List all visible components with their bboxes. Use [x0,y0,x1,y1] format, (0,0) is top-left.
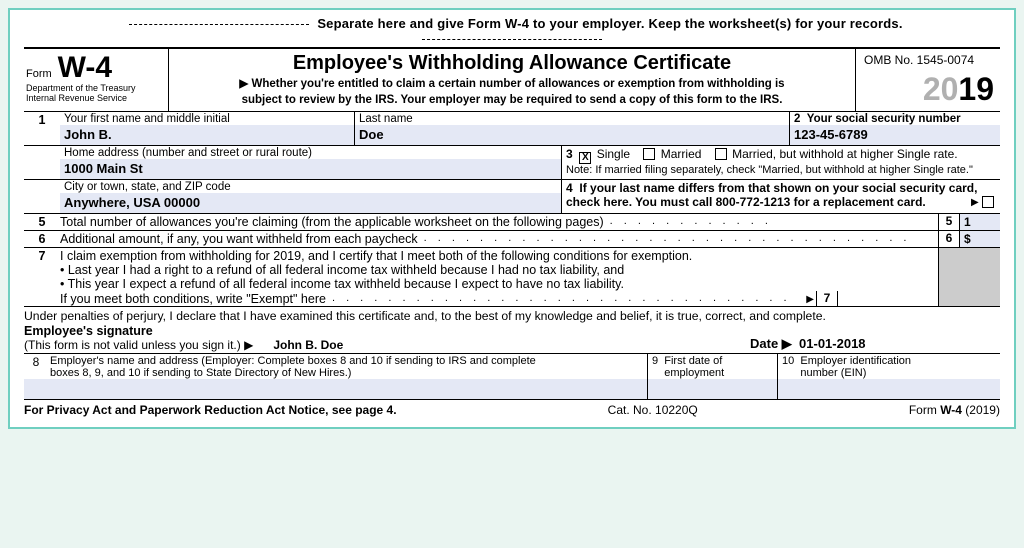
line-7-num: 7 [24,248,60,291]
row-8-9-10: 8 Employer's name and address (Employer:… [24,354,1000,379]
line-8-text-1: Employer's name and address (Employer: C… [50,355,643,367]
signature-row: Employee's signature (This form is not v… [24,324,1000,354]
line-10-text-2: number (EIN) [800,367,866,379]
dept-2: Internal Revenue Service [26,93,164,103]
line-7-d: If you meet both conditions, write "Exem… [60,292,326,306]
row-city-4: City or town, state, and ZIP code Anywhe… [24,180,1000,214]
omb-number: OMB No. 1545-0074 [864,53,998,67]
date-value[interactable]: 01-01-2018 [799,336,866,351]
triangle-icon: ▶ [971,197,979,208]
row-8-9-10-fill [24,379,1000,399]
header-left: Form W-4 Department of the Treasury Inte… [24,49,169,111]
form-year: 2019 [864,73,998,105]
ein-value[interactable] [778,379,1000,399]
line-3-cell: 3 X Single Married Married, but withhold… [562,146,1000,180]
line-9-text-1: First date of [664,355,722,367]
line-2-num: 2 [794,113,800,125]
signature-label: Employee's signature [24,324,584,338]
line-9-num: 9 [652,355,658,367]
penalty-statement: Under penalties of perjury, I declare th… [24,307,1000,324]
row-7d: If you meet both conditions, write "Exem… [24,291,1000,307]
employer-value[interactable] [24,379,647,399]
signature-value[interactable]: John B. Doe [273,338,343,352]
row-addr-3: Home address (number and street or rural… [24,146,1000,180]
line-9-text-2: employment [664,367,724,379]
line-4-text-b: check here. You must call 800-772-1213 f… [566,195,971,209]
footer-left: For Privacy Act and Paperwork Reduction … [24,403,397,417]
last-name-value[interactable]: Doe [355,125,789,145]
form-title: Employee's Withholding Allowance Certifi… [177,52,847,75]
line-7-c: • This year I expect a refund of all fed… [60,277,938,291]
address-label: Home address (number and street or rural… [60,146,561,159]
city-label: City or town, state, and ZIP code [60,180,561,193]
first-name-label: Your first name and middle initial [60,112,354,125]
single-checkbox[interactable]: X [579,152,591,164]
line-7-value[interactable] [838,291,938,306]
header-center: Employee's Withholding Allowance Certifi… [169,49,855,111]
subtitle-1: ▶ Whether you're entitled to claim a cer… [177,77,847,93]
w4-form: Separate here and give Form W-4 to your … [8,8,1016,429]
row-1-2: 1 Your first name and middle initial Joh… [24,112,1000,146]
address-value[interactable]: 1000 Main St [60,159,561,179]
line-4-checkbox[interactable] [982,196,994,208]
first-name-value[interactable]: John B. [60,125,354,145]
last-name-label: Last name [355,112,789,125]
row-7: 7 I claim exemption from withholding for… [24,248,1000,291]
married-higher-checkbox[interactable] [715,148,727,160]
line-7-b: • Last year I had a right to a refund of… [60,263,938,277]
line-6-text: Additional amount, if any, you want with… [60,232,418,247]
footer-center: Cat. No. 10220Q [608,403,698,417]
line-6-num: 6 [24,231,60,247]
ssn-label: Your social security number [807,113,961,125]
line-5-value[interactable]: 1 [960,214,1000,230]
line-5-num: 5 [24,214,60,230]
line-6-box: 6 [938,231,960,247]
signature-note: (This form is not valid unless you sign … [24,338,253,352]
year-suffix: 19 [958,71,994,107]
line-10-text-1: Employer identification [800,355,911,367]
separator-instruction: Separate here and give Form W-4 to your … [24,14,1000,48]
footer: For Privacy Act and Paperwork Reduction … [24,399,1000,417]
single-label: Single [597,147,630,161]
line-8-num: 8 [24,354,48,379]
year-prefix: 20 [923,71,959,107]
married-higher-label: Married, but withhold at higher Single r… [732,147,957,161]
line-1-num: 1 [24,112,60,127]
line-4-cell: 4 If your last name differs from that sh… [562,180,1000,214]
first-date-value[interactable] [648,379,777,399]
line-8-text-2: boxes 8, 9, and 10 if sending to State D… [50,367,643,379]
footer-right: Form W-4 (2019) [909,403,1000,417]
city-value[interactable]: Anywhere, USA 00000 [60,193,561,213]
form-word: Form [26,68,52,80]
line-6-value[interactable]: $ [960,231,1000,247]
line-10-num: 10 [782,355,794,367]
row-6: 6 Additional amount, if any, you want wi… [24,231,1000,248]
line-3-num: 3 [566,147,573,161]
married-label: Married [661,147,702,161]
line-7-box: 7 [816,291,838,306]
row-5: 5 Total number of allowances you're clai… [24,214,1000,231]
dept-1: Department of the Treasury [26,83,164,93]
line-3-note: Note: If married filing separately, chec… [566,164,996,176]
line-4-num: 4 [566,181,573,195]
ssn-value[interactable]: 123-45-6789 [790,125,1000,145]
form-number: W-4 [58,53,112,83]
subtitle-2: subject to review by the IRS. Your emplo… [177,93,847,109]
line-5-text: Total number of allowances you're claimi… [60,215,604,230]
header: Form W-4 Department of the Treasury Inte… [24,48,1000,112]
header-right: OMB No. 1545-0074 2019 [855,49,1000,111]
line-4-text-a: If your last name differs from that show… [579,181,977,195]
date-label: Date ▶ [750,336,792,351]
line-7-a: I claim exemption from withholding for 2… [60,249,938,263]
married-checkbox[interactable] [643,148,655,160]
line-5-box: 5 [938,214,960,230]
